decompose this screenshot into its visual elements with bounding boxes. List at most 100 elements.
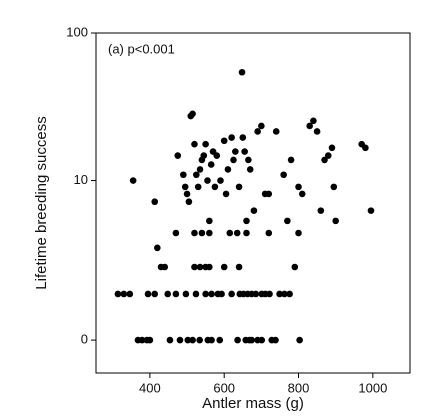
point — [250, 207, 258, 214]
point — [238, 68, 246, 76]
point — [296, 336, 303, 344]
point — [310, 117, 317, 125]
point — [291, 263, 299, 271]
point — [120, 290, 128, 298]
x-tick-label: 800 — [288, 380, 310, 395]
point — [295, 229, 302, 237]
point — [144, 290, 152, 298]
point — [183, 190, 191, 198]
point — [185, 198, 193, 206]
point — [272, 336, 279, 344]
point — [176, 336, 184, 344]
point — [252, 290, 260, 298]
x-axis-title: Antler mass (g) — [202, 395, 304, 412]
point — [298, 190, 306, 198]
point — [328, 144, 336, 152]
point — [246, 166, 254, 173]
point — [230, 156, 237, 164]
point — [218, 290, 225, 298]
y-tick-label: 0 — [81, 332, 88, 347]
point — [151, 290, 159, 298]
point — [258, 122, 265, 130]
point — [146, 336, 154, 344]
point — [220, 137, 228, 145]
point — [284, 217, 291, 225]
point — [243, 229, 250, 237]
y-axis-title: Lifetime breeding success — [33, 116, 50, 289]
point — [200, 152, 208, 159]
point — [258, 336, 266, 344]
x-tick-label: 1000 — [358, 380, 387, 395]
point — [189, 110, 196, 118]
point — [114, 290, 122, 298]
plot-frame — [95, 32, 411, 374]
point — [228, 290, 235, 298]
point — [222, 190, 230, 198]
point — [248, 336, 255, 344]
point — [193, 171, 200, 179]
point — [206, 217, 213, 225]
point — [272, 128, 280, 135]
point — [172, 229, 180, 237]
point — [280, 171, 287, 179]
point — [313, 128, 321, 135]
point — [286, 290, 293, 298]
point — [174, 152, 182, 159]
point — [198, 229, 206, 237]
point — [194, 183, 202, 191]
point — [202, 140, 209, 148]
point — [172, 290, 180, 298]
point — [206, 229, 213, 237]
point — [306, 122, 313, 130]
point — [241, 148, 248, 155]
point — [224, 166, 232, 173]
point — [321, 156, 328, 164]
y-tick-label: 10 — [74, 172, 88, 187]
point — [154, 244, 161, 252]
point — [228, 134, 235, 141]
point — [184, 336, 192, 344]
point — [202, 290, 209, 298]
point — [191, 140, 198, 148]
point — [166, 336, 174, 344]
point — [226, 229, 234, 237]
point — [207, 161, 215, 168]
y-tick-label: 100 — [66, 24, 88, 39]
point — [233, 229, 241, 237]
point — [151, 198, 159, 206]
x-tick-label: 400 — [139, 380, 161, 395]
point — [235, 263, 243, 271]
point — [295, 183, 302, 191]
point — [196, 336, 203, 344]
point — [239, 134, 247, 141]
point — [367, 207, 375, 214]
point — [191, 263, 198, 271]
point — [206, 263, 213, 271]
point — [276, 290, 283, 298]
point — [362, 144, 369, 152]
point — [324, 152, 332, 159]
point — [216, 336, 224, 344]
point — [208, 336, 215, 344]
point — [126, 290, 134, 298]
point — [332, 217, 339, 225]
point — [180, 171, 187, 179]
point — [182, 290, 190, 298]
point — [129, 177, 137, 184]
point — [217, 177, 224, 184]
point — [330, 183, 338, 191]
point — [232, 148, 239, 155]
point — [138, 336, 146, 344]
point — [211, 183, 219, 191]
point — [161, 263, 169, 271]
point — [220, 263, 228, 271]
point — [317, 207, 325, 214]
point — [181, 183, 189, 191]
point — [287, 156, 295, 164]
x-tick-label: 600 — [213, 380, 235, 395]
point — [265, 229, 273, 237]
point — [245, 156, 252, 164]
point — [281, 290, 288, 298]
point — [208, 290, 215, 298]
